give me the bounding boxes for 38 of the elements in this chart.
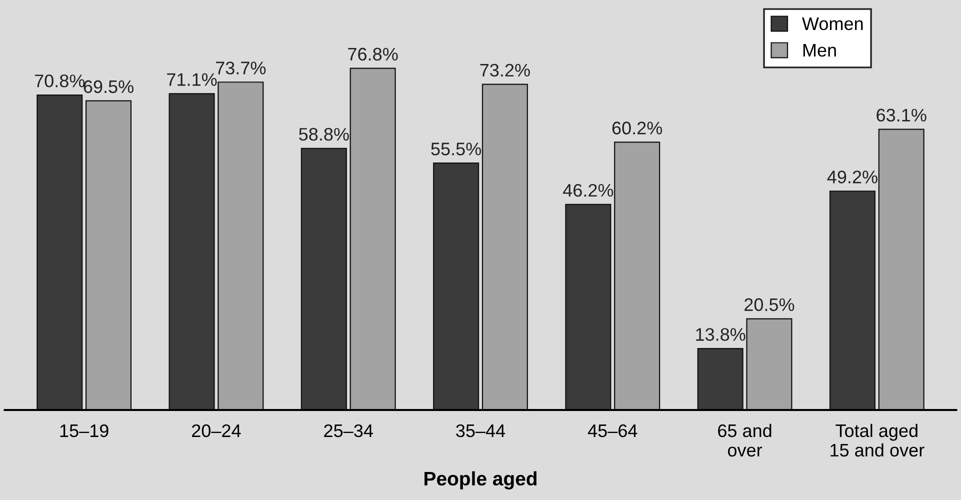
x-tick-label: 65 and over	[718, 424, 772, 457]
data-label: 71.1%	[167, 73, 217, 86]
data-label: 73.7%	[216, 62, 266, 74]
x-tick-label: 15–19	[60, 424, 108, 438]
data-label: 55.5%	[431, 142, 482, 156]
data-label: 20.5%	[744, 298, 794, 312]
data-label: 73.2%	[480, 64, 530, 77]
bar	[829, 190, 876, 410]
x-tick-label: 25–34	[324, 424, 373, 438]
data-label: 13.8%	[696, 328, 746, 341]
x-tick-label: 35–44	[456, 424, 506, 438]
x-tick-label: Total aged 15 and over	[830, 424, 924, 457]
data-label: 46.2%	[563, 184, 614, 197]
bar	[565, 204, 612, 410]
bar	[300, 148, 347, 410]
data-label: 60.2%	[612, 122, 662, 134]
data-label: 76.8%	[348, 48, 398, 61]
bar	[433, 162, 480, 410]
data-label: 58.8%	[299, 128, 349, 141]
legend-label: Men	[803, 44, 836, 57]
bar	[350, 68, 396, 410]
data-label: 69.5%	[84, 80, 134, 94]
bar	[697, 348, 744, 410]
bar	[168, 93, 215, 410]
x-axis-title: People aged	[424, 471, 536, 490]
bar	[878, 128, 924, 410]
data-label: 63.1%	[876, 108, 926, 122]
bar	[86, 100, 132, 410]
bar	[482, 84, 528, 410]
data-label: 49.2%	[827, 170, 878, 184]
bar	[614, 142, 660, 410]
legend-label: Women	[802, 18, 863, 30]
bar	[746, 318, 792, 410]
x-tick-label: 45–64	[588, 424, 638, 438]
bar	[36, 94, 83, 410]
data-label: 70.8%	[34, 74, 85, 88]
bar	[218, 82, 264, 410]
x-tick-label: 20–24	[192, 424, 241, 438]
